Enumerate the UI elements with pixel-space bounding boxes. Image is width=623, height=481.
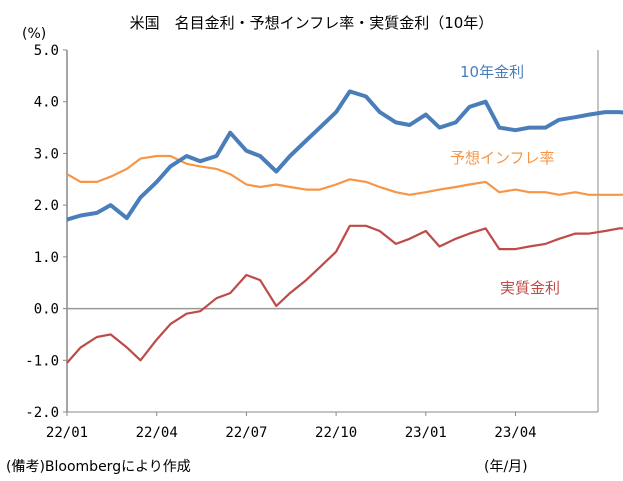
x-tick-label: 23/04 <box>494 425 536 441</box>
x-axis-unit: (年/月) <box>484 459 528 475</box>
series-line-2 <box>66 224 623 364</box>
series-label: 予想インフレ率 <box>450 149 555 167</box>
x-tick-label: 23/01 <box>405 425 447 441</box>
y-tick-label: 4.0 <box>34 95 59 111</box>
y-tick-label: 3.0 <box>34 146 59 162</box>
series-label: 10年金利 <box>460 63 524 81</box>
x-tick-label: 22/07 <box>225 425 267 441</box>
x-tick-label: 22/01 <box>46 425 88 441</box>
y-tick-label: -1.0 <box>25 353 59 369</box>
y-tick-label: 1.0 <box>34 250 59 266</box>
chart-title: 米国 名目金利・予想インフレ率・実質金利（10年） <box>129 14 494 32</box>
y-tick-label: -2.0 <box>25 405 59 421</box>
series-line-0 <box>66 89 623 222</box>
y-tick-label: 0.0 <box>34 302 59 318</box>
series-line-1 <box>66 154 623 196</box>
series-label: 実質金利 <box>500 279 560 297</box>
source-note: (備考)Bloombergにより作成 <box>6 459 191 475</box>
x-tick-label: 22/10 <box>315 425 357 441</box>
y-axis-unit: (%) <box>22 26 47 42</box>
y-tick-label: 5.0 <box>34 43 59 59</box>
x-tick-label: 22/04 <box>136 425 178 441</box>
y-tick-label: 2.0 <box>34 198 59 214</box>
